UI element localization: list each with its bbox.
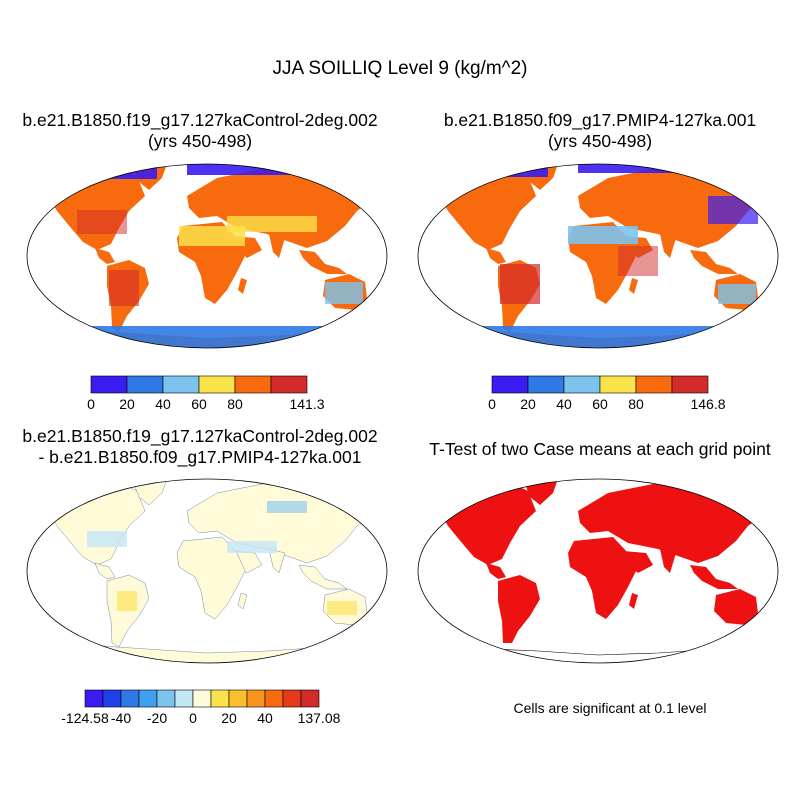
- colorbar-label: 146.8: [690, 396, 725, 412]
- map-panel-2: [417, 163, 779, 349]
- colorbar-swatch: [282, 689, 302, 708]
- panel-2-title: b.e21.B1850.f09_g17.PMIP4-127ka.001 (yrs…: [400, 110, 800, 152]
- colorbar-swatch: [138, 689, 158, 708]
- colorbar-panel-2: 0 20 40 60 80 146.8: [488, 375, 726, 412]
- panel-1-title-line1: b.e21.B1850.f19_g17.127kaControl-2deg.00…: [22, 110, 378, 130]
- colorbar-label: 40: [257, 710, 273, 726]
- colorbar-label: 60: [191, 396, 207, 412]
- colorbar-swatch: [162, 375, 200, 394]
- colorbar-swatch: [174, 689, 194, 708]
- colorbar-label: 137.08: [298, 710, 341, 726]
- colorbar-label: 0: [189, 710, 197, 726]
- colorbar-label: 0: [488, 396, 496, 412]
- figure-title: JJA SOILLIQ Level 9 (kg/m^2): [272, 58, 528, 79]
- colorbar-label: 141.3: [289, 396, 324, 412]
- colorbar-swatch: [198, 375, 236, 394]
- colorbar-swatch: [120, 689, 140, 708]
- panel-1-title: b.e21.B1850.f19_g17.127kaControl-2deg.00…: [0, 110, 400, 152]
- colorbar-swatch: [192, 689, 212, 708]
- colorbar-label: 40: [155, 396, 171, 412]
- colorbar-label: 80: [628, 396, 644, 412]
- colorbar-label: -20: [147, 710, 167, 726]
- colorbar-swatch: [599, 375, 637, 394]
- colorbar-swatch: [246, 689, 266, 708]
- colorbar-swatch: [102, 689, 122, 708]
- colorbar-swatch: [126, 375, 164, 394]
- colorbar-swatch: [491, 375, 529, 394]
- colorbar-label: 0: [87, 396, 95, 412]
- colorbar-swatch: [228, 689, 248, 708]
- colorbar-swatch: [300, 689, 320, 708]
- colorbar-label: 20: [119, 396, 135, 412]
- panel-4-title: T-Test of two Case means at each grid po…: [400, 439, 800, 460]
- map-panel-1: [26, 163, 388, 349]
- colorbar-swatch: [156, 689, 176, 708]
- colorbar-label: 40: [556, 396, 572, 412]
- colorbar-swatch: [270, 375, 308, 394]
- map-panel-4: [417, 478, 779, 664]
- map-panel-3: [26, 478, 388, 664]
- colorbar-swatch: [210, 689, 230, 708]
- colorbar-swatch: [671, 375, 709, 394]
- panel-1-title-line2: (yrs 450-498): [147, 131, 253, 151]
- colorbar-label: 20: [221, 710, 237, 726]
- colorbar-label: 80: [227, 396, 243, 412]
- colorbar-swatch: [90, 375, 128, 394]
- colorbar-swatch: [84, 689, 104, 708]
- panel-3-title: b.e21.B1850.f19_g17.127kaControl-2deg.00…: [0, 426, 400, 468]
- panel-2-title-line2: (yrs 450-498): [547, 131, 653, 151]
- panel-2-title-line1: b.e21.B1850.f09_g17.PMIP4-127ka.001: [443, 110, 757, 130]
- colorbar-label: 20: [520, 396, 536, 412]
- colorbar-swatch: [563, 375, 601, 394]
- colorbar-swatch: [234, 375, 272, 394]
- colorbar-label: 60: [592, 396, 608, 412]
- colorbar-swatch: [635, 375, 673, 394]
- panel-3-title-line2: - b.e21.B1850.f09_g17.PMIP4-127ka.001: [38, 447, 362, 467]
- colorbar-label: -40: [111, 710, 131, 726]
- colorbar-panel-1: 0 20 40 60 80 141.3: [87, 375, 325, 412]
- panel-4-title-line1: T-Test of two Case means at each grid po…: [429, 439, 771, 459]
- colorbar-swatch: [527, 375, 565, 394]
- colorbar-panel-3: -124.58 -40 -20 0 20 40 137.08: [61, 689, 341, 726]
- colorbar-label: -124.58: [61, 710, 109, 726]
- panel-3-title-line1: b.e21.B1850.f19_g17.127kaControl-2deg.00…: [22, 426, 378, 446]
- colorbar-swatch: [264, 689, 284, 708]
- significance-note: Cells are significant at 0.1 level: [513, 700, 707, 716]
